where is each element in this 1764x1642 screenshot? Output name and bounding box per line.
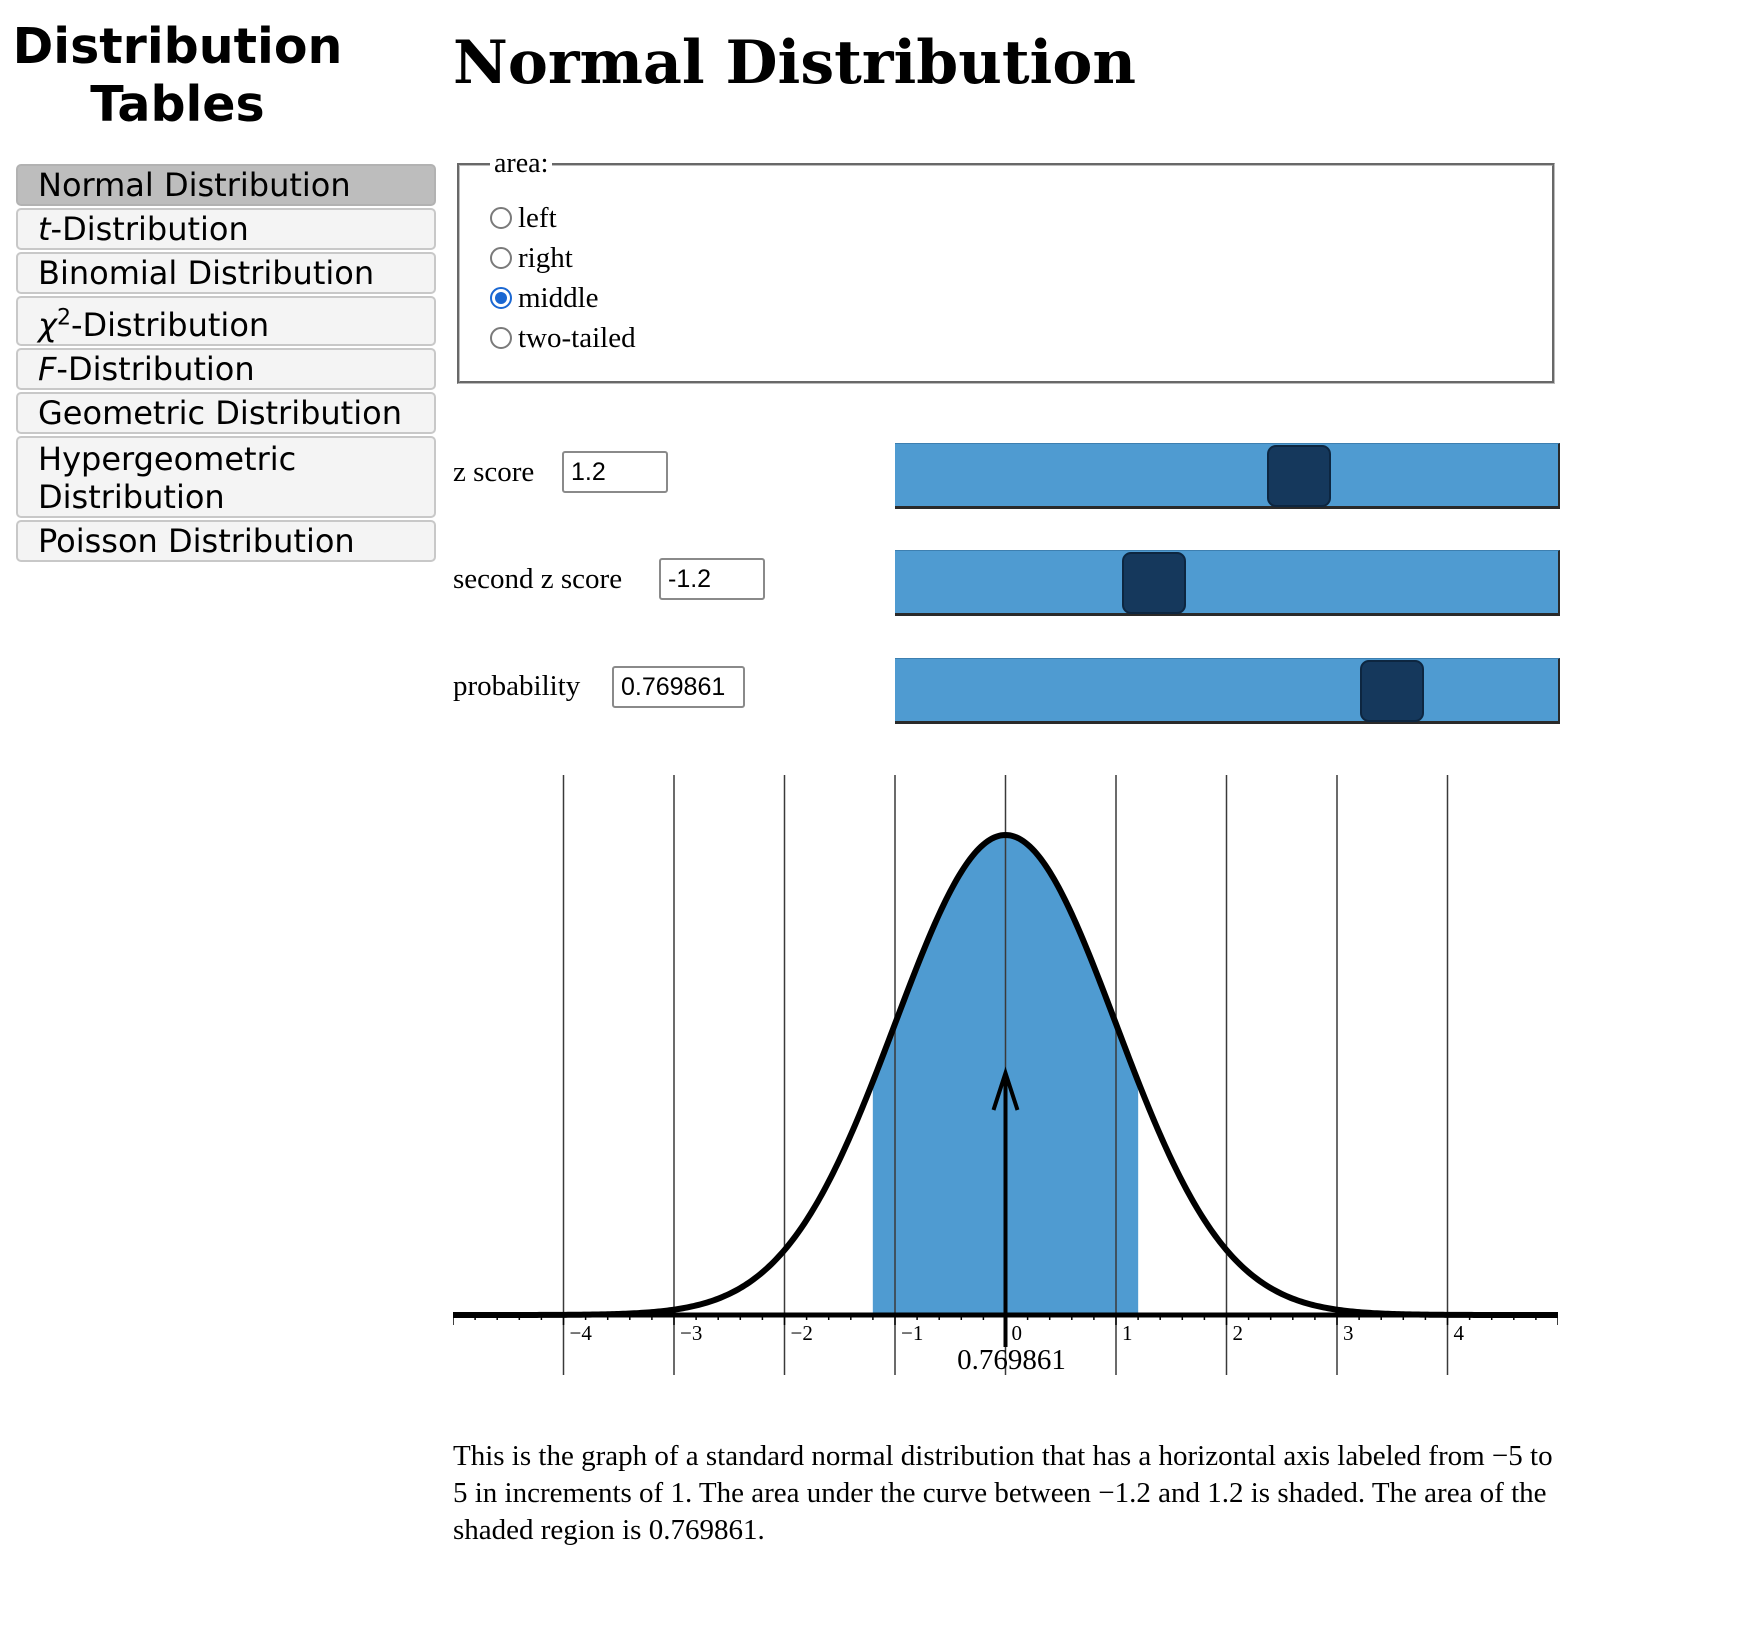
sidebar-item-symbol: F bbox=[38, 350, 57, 388]
z-score-slider-handle[interactable] bbox=[1267, 445, 1332, 507]
sidebar-item-label: Poisson Distribution bbox=[38, 522, 355, 560]
sidebar-title: Distribution Tables bbox=[0, 18, 355, 134]
second-z-score-label: second z score bbox=[453, 563, 623, 595]
sidebar-item-normal[interactable]: Normal Distribution bbox=[16, 164, 436, 206]
sidebar-item-t[interactable]: t-Distribution bbox=[16, 208, 436, 250]
sidebar-nav: Normal Distribution t-Distribution Binom… bbox=[16, 164, 436, 564]
radio-two-tailed-label: two-tailed bbox=[518, 321, 636, 354]
sidebar-item-poisson[interactable]: Poisson Distribution bbox=[16, 520, 436, 562]
sidebar-item-geometric[interactable]: Geometric Distribution bbox=[16, 392, 436, 434]
x-tick-label: 0 bbox=[1012, 1321, 1023, 1345]
sidebar-item-chi-squared[interactable]: χ2-Distribution bbox=[16, 296, 436, 346]
z-score-label: z score bbox=[453, 456, 535, 488]
area-value-label: 0.769861 bbox=[957, 1344, 1066, 1376]
radio-middle-label: middle bbox=[518, 281, 599, 314]
sidebar-item-label: Hypergeometric Distribution bbox=[38, 440, 297, 516]
sidebar-title-line1: Distribution bbox=[12, 18, 343, 75]
sidebar-item-hypergeometric[interactable]: Hypergeometric Distribution bbox=[16, 436, 436, 518]
normal-distribution-chart: −4 −3 −2 −1 0 1 2 3 4 0.769861 bbox=[453, 775, 1558, 1376]
sidebar-item-symbol: χ bbox=[38, 306, 57, 344]
x-tick-label: −1 bbox=[901, 1321, 923, 1345]
radio-right-label: right bbox=[518, 241, 573, 274]
sidebar-item-label: Geometric Distribution bbox=[38, 394, 402, 432]
chart-description: This is the graph of a standard normal d… bbox=[453, 1440, 1553, 1546]
x-tick-label: −2 bbox=[791, 1321, 813, 1345]
radio-left[interactable]: left bbox=[490, 198, 1522, 238]
sidebar-item-label: Normal Distribution bbox=[38, 166, 351, 204]
probability-label: probability bbox=[453, 670, 581, 702]
z-score-slider[interactable] bbox=[895, 443, 1560, 509]
second-z-score-input[interactable]: -1.2 bbox=[659, 558, 765, 600]
x-tick-label: 1 bbox=[1122, 1321, 1133, 1345]
probability-slider[interactable] bbox=[895, 658, 1560, 724]
radio-middle-button[interactable] bbox=[490, 287, 512, 309]
sidebar-item-symbol: t bbox=[38, 210, 51, 248]
area-fieldset: area: left right middle two-tailed bbox=[457, 148, 1555, 384]
radio-left-button[interactable] bbox=[490, 207, 512, 229]
sidebar-item-f[interactable]: F-Distribution bbox=[16, 348, 436, 390]
radio-two-tailed-button[interactable] bbox=[490, 327, 512, 349]
second-z-score-slider[interactable] bbox=[895, 550, 1560, 616]
x-tick-label: −4 bbox=[570, 1321, 593, 1345]
radio-right-button[interactable] bbox=[490, 247, 512, 269]
sidebar-title-line2: Tables bbox=[90, 76, 265, 133]
area-legend: area: bbox=[494, 148, 549, 179]
radio-left-label: left bbox=[518, 201, 557, 234]
radio-right[interactable]: right bbox=[490, 238, 1522, 278]
second-z-score-slider-handle[interactable] bbox=[1121, 552, 1186, 614]
radio-middle[interactable]: middle bbox=[490, 278, 1522, 318]
area-arrow-head bbox=[991, 1066, 1020, 1111]
sidebar-item-binomial[interactable]: Binomial Distribution bbox=[16, 252, 436, 294]
probability-input[interactable]: 0.769861 bbox=[612, 666, 745, 708]
radio-two-tailed[interactable]: two-tailed bbox=[490, 318, 1522, 358]
x-tick-label: 3 bbox=[1343, 1321, 1354, 1345]
x-tick-label: 2 bbox=[1233, 1321, 1244, 1345]
sidebar-item-label: -Distribution bbox=[70, 306, 270, 344]
sidebar-item-label: -Distribution bbox=[50, 210, 249, 248]
x-tick-label: 4 bbox=[1454, 1321, 1465, 1345]
sidebar-item-label: Binomial Distribution bbox=[38, 254, 375, 292]
page-title: Normal Distribution bbox=[453, 28, 1136, 98]
sidebar-item-label: -Distribution bbox=[56, 350, 255, 388]
sidebar-item-superscript: 2 bbox=[56, 305, 71, 331]
probability-slider-handle[interactable] bbox=[1360, 660, 1425, 722]
x-tick-label: −3 bbox=[680, 1321, 702, 1345]
z-score-input[interactable]: 1.2 bbox=[562, 451, 668, 493]
